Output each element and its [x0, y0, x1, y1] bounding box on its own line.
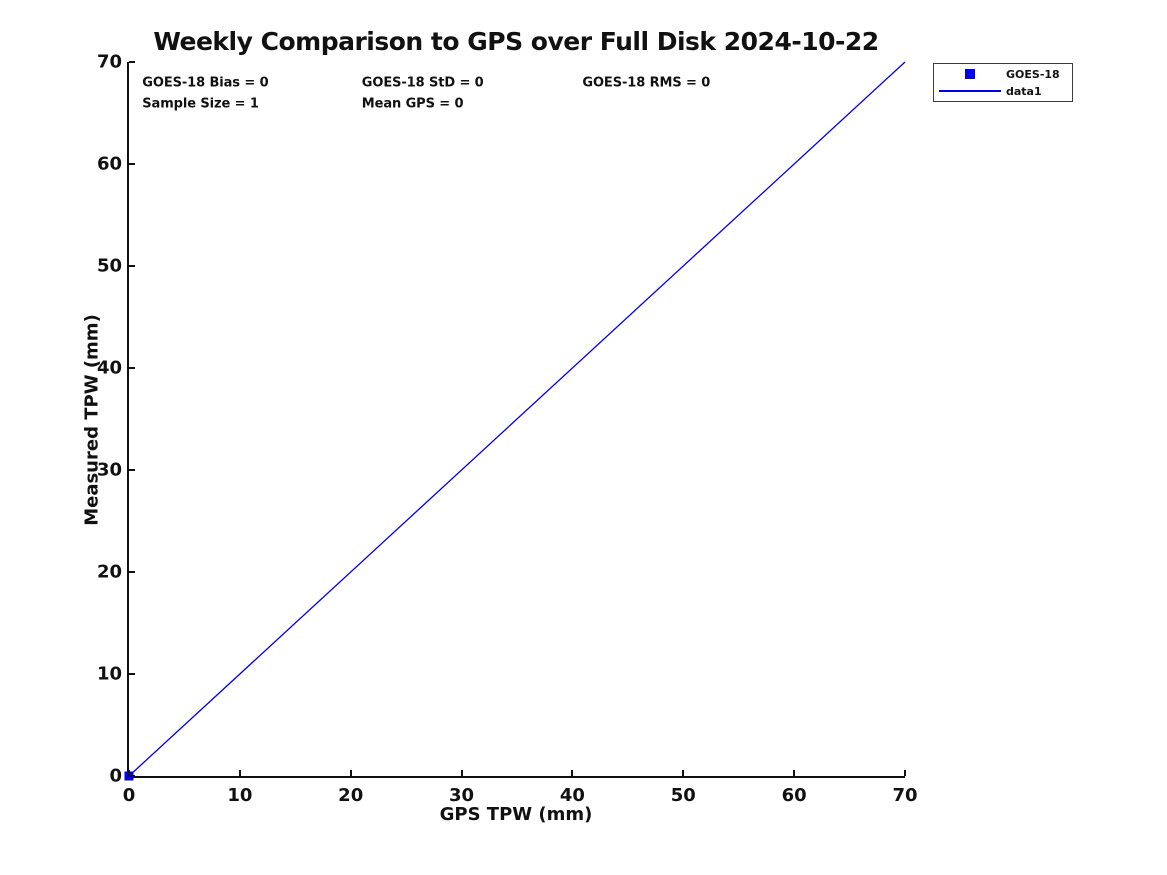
stat-annotation: GOES-18 Bias = 0	[142, 75, 269, 91]
x-tick-label: 0	[122, 785, 136, 806]
series-line-data1	[128, 61, 906, 777]
stat-annotation: Sample Size = 1	[142, 96, 259, 112]
x-tick-mark	[238, 770, 241, 776]
x-tick-mark	[904, 770, 906, 776]
y-axis-label: Measured TPW (mm)	[81, 314, 103, 526]
x-tick-label: 20	[338, 785, 364, 806]
y-tick-label: 60	[96, 153, 122, 175]
y-tick-mark	[129, 673, 135, 675]
y-tick-label: 50	[96, 255, 122, 277]
x-tick-label: 60	[781, 785, 807, 806]
y-tick-mark	[129, 571, 135, 573]
y-tick-mark	[129, 265, 135, 267]
x-tick-mark	[128, 770, 130, 776]
y-tick-mark	[129, 163, 135, 165]
x-tick-mark	[571, 770, 574, 776]
x-tick-label: 10	[227, 785, 253, 806]
y-tick-label: 40	[96, 357, 122, 379]
x-tick-label: 50	[670, 785, 696, 806]
x-tick-mark	[460, 770, 463, 776]
x-tick-mark	[682, 770, 685, 776]
y-tick-mark	[129, 61, 135, 63]
y-tick-label: 0	[109, 765, 122, 787]
y-tick-label: 10	[96, 663, 122, 685]
line-sample-icon	[939, 90, 1001, 92]
x-tick-label: 40	[559, 785, 585, 806]
y-tick-mark	[129, 775, 135, 777]
legend-entry-goes18: GOES-18	[934, 67, 1072, 82]
y-tick-mark	[129, 367, 135, 369]
stat-annotation: GOES-18 RMS = 0	[582, 75, 711, 91]
plot-canvas	[124, 61, 906, 781]
x-tick-label: 70	[892, 785, 918, 806]
x-tick-mark	[349, 770, 352, 776]
legend-label-data1: data1	[1006, 84, 1042, 98]
legend-entry-data1: data1	[934, 84, 1072, 99]
chart-title: Weekly Comparison to GPS over Full Disk …	[153, 27, 879, 56]
y-tick-mark	[129, 469, 135, 471]
stat-annotation: GOES-18 StD = 0	[361, 75, 484, 91]
stat-annotation: Mean GPS = 0	[361, 96, 464, 112]
y-tick-label: 30	[96, 459, 122, 481]
x-axis-label: GPS TPW (mm)	[439, 804, 593, 825]
legend: GOES-18 data1	[933, 63, 1073, 102]
plot-area	[124, 61, 906, 781]
x-tick-mark	[793, 770, 796, 776]
square-marker-icon	[965, 69, 975, 79]
x-tick-label: 30	[449, 785, 475, 806]
y-tick-label: 70	[96, 51, 122, 73]
y-tick-label: 20	[96, 561, 122, 583]
legend-label-goes18: GOES-18	[1006, 67, 1060, 81]
